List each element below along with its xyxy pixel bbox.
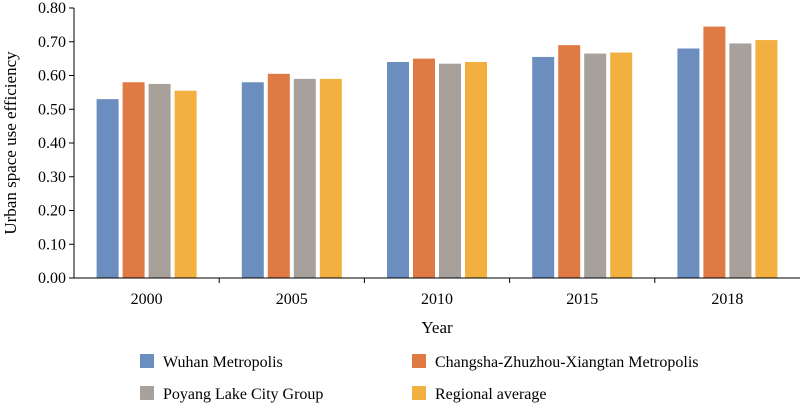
y-tick-label: 0.30 [38,169,66,186]
bar [319,78,342,278]
bar [465,62,487,278]
legend-swatch [412,386,426,400]
y-tick-label: 0.70 [38,34,66,51]
y-tick-label: 0.10 [38,236,66,253]
x-tick-label: 2018 [711,291,743,308]
bar [174,90,197,278]
bar [532,56,555,278]
x-axis-ticks: 2000 2005 2010 2015 2018 [131,278,743,308]
bar [267,73,290,278]
x-axis-title: Year [421,318,453,337]
y-tick-label: 0.20 [38,203,66,220]
bar [387,62,409,278]
y-axis-ticks: 0.00 0.10 0.20 0.30 0.40 0.50 0.60 0.70 0.80 [38,0,74,287]
y-tick-label: 0.60 [38,68,66,85]
bar [703,26,726,278]
legend-label: Poyang Lake City Group [163,386,323,403]
bars-group [96,26,778,278]
y-tick-label: 0.80 [38,0,66,17]
x-tick-label: 2010 [421,291,453,308]
legend-swatch [412,354,426,368]
bar [729,43,752,278]
bar [755,40,778,278]
legend-label: Changsha-Zhuzhou-Xiangtan Metropolis [435,354,699,371]
x-tick-label: 2000 [131,291,163,308]
bar [122,82,145,278]
bar [439,63,461,278]
y-tick-label: 0.40 [38,135,66,152]
bar [241,82,264,278]
legend-swatch [140,386,154,400]
bar [293,78,316,278]
y-axis-title: Urban space use efficiency [1,51,20,235]
x-tick-label: 2015 [566,291,598,308]
legend-label: Wuhan Metropolis [163,354,283,371]
bar [558,45,581,278]
y-tick-label: 0.00 [38,270,66,287]
legend-label: Regional average [435,386,547,403]
legend-swatch [140,354,154,368]
bar [148,83,171,278]
bar [677,48,700,278]
bar [584,53,607,278]
x-tick-label: 2005 [276,291,308,308]
bar [96,99,119,278]
bar [610,52,633,278]
y-tick-label: 0.50 [38,101,66,118]
legend: Wuhan Metropolis Changsha-Zhuzhou-Xiangta… [140,354,699,403]
bar [413,58,435,278]
